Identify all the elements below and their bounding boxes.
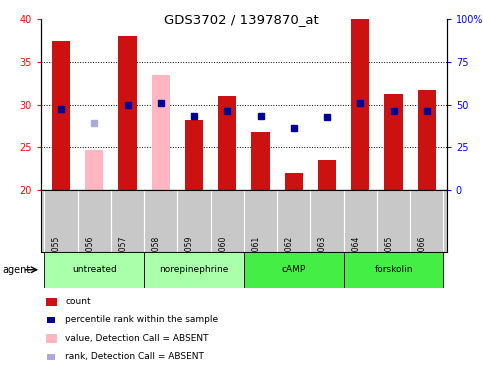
Bar <box>351 19 369 190</box>
Bar <box>284 173 303 190</box>
Text: GDS3702 / 1397870_at: GDS3702 / 1397870_at <box>164 13 319 26</box>
Bar <box>144 252 244 288</box>
Text: cAMP: cAMP <box>282 265 306 274</box>
Bar <box>152 75 170 190</box>
Bar <box>418 90 436 190</box>
Bar <box>118 36 137 190</box>
Bar <box>318 160 336 190</box>
Bar <box>384 94 403 190</box>
Text: rank, Detection Call = ABSENT: rank, Detection Call = ABSENT <box>65 352 204 361</box>
Text: count: count <box>65 297 91 306</box>
Text: agent: agent <box>2 265 30 275</box>
Bar <box>344 252 443 288</box>
Bar <box>251 132 270 190</box>
Bar <box>185 120 203 190</box>
Text: norepinephrine: norepinephrine <box>159 265 229 274</box>
Text: forskolin: forskolin <box>374 265 413 274</box>
Text: untreated: untreated <box>72 265 116 274</box>
Bar <box>218 96 237 190</box>
Bar <box>52 41 70 190</box>
Text: percentile rank within the sample: percentile rank within the sample <box>65 315 218 324</box>
Bar <box>44 252 144 288</box>
Bar <box>85 150 103 190</box>
Bar <box>244 252 344 288</box>
Text: value, Detection Call = ABSENT: value, Detection Call = ABSENT <box>65 334 209 343</box>
